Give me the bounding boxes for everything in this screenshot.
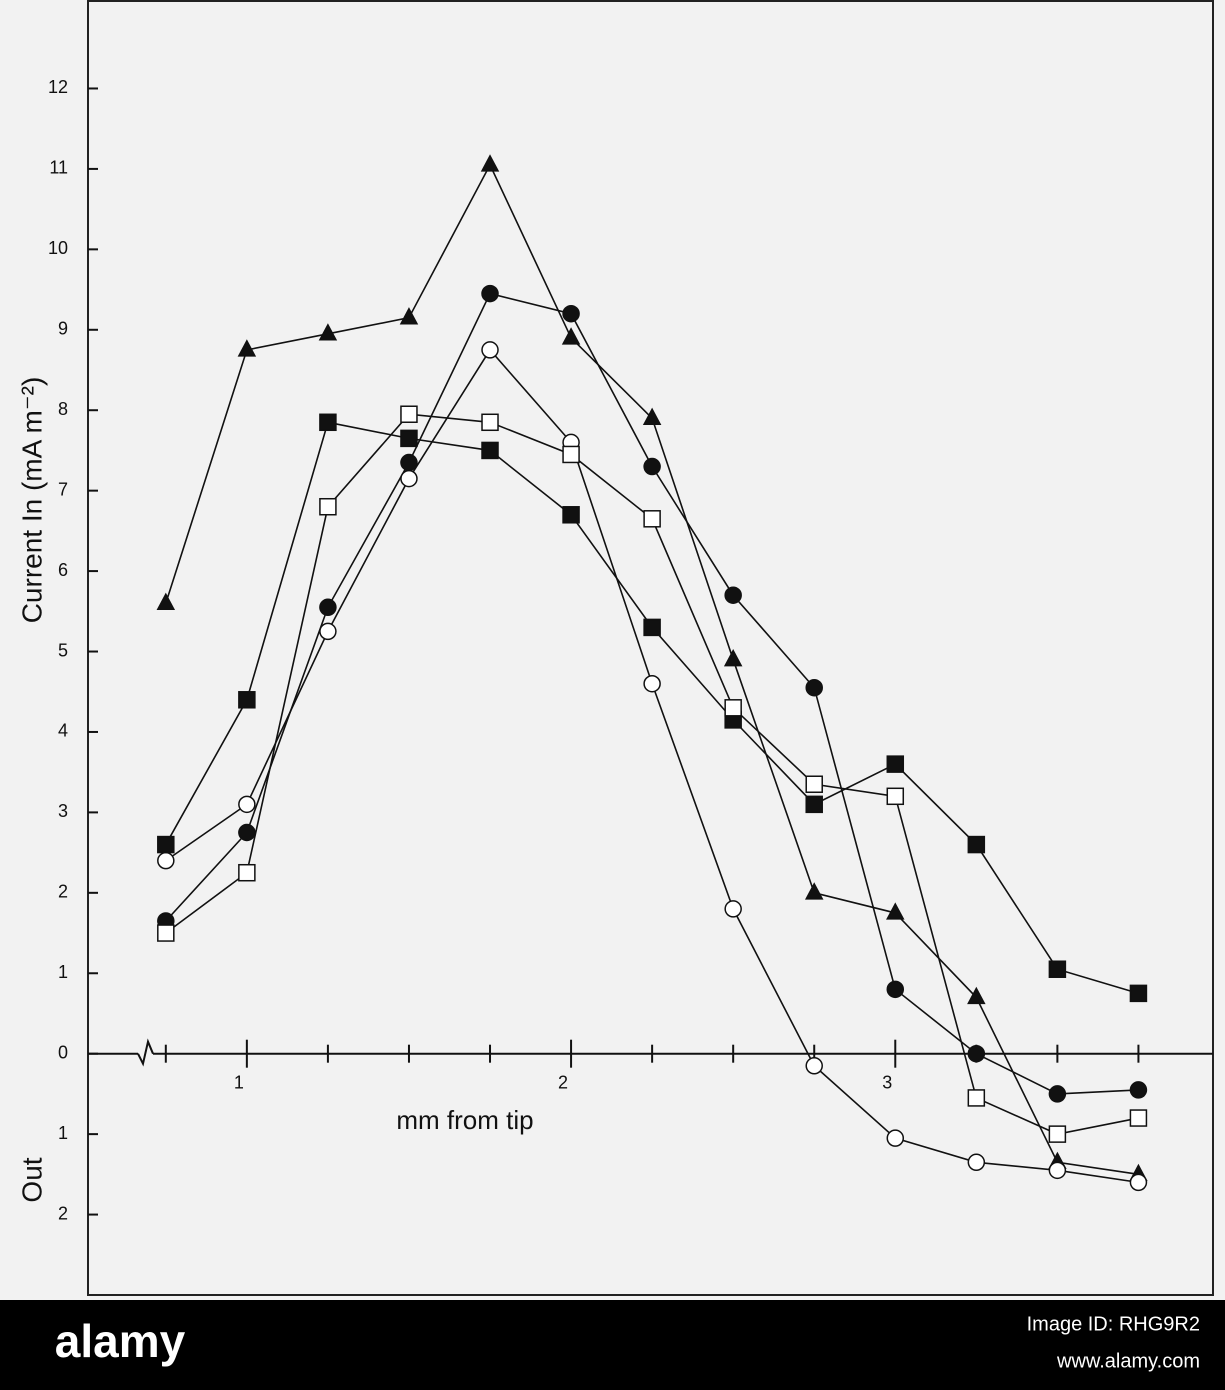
marker bbox=[400, 469, 418, 488]
marker bbox=[1048, 960, 1067, 978]
marker bbox=[238, 863, 256, 882]
y-tick-label: 6 bbox=[58, 560, 68, 580]
marker bbox=[238, 823, 256, 842]
y-tick-label: 4 bbox=[58, 721, 68, 741]
axis-break bbox=[137, 1038, 154, 1067]
x-tick-label: 3 bbox=[882, 1072, 892, 1092]
marker bbox=[157, 835, 175, 854]
y-tick-label: 1 bbox=[58, 962, 68, 982]
marker bbox=[157, 924, 175, 942]
brand: alamy bbox=[55, 1315, 186, 1367]
marker bbox=[1048, 1085, 1067, 1103]
marker bbox=[1129, 1173, 1148, 1192]
marker bbox=[481, 341, 499, 359]
y-tick-label: 8 bbox=[58, 399, 68, 419]
x-tick-label: 2 bbox=[558, 1072, 568, 1092]
y-tick-label: 10 bbox=[48, 238, 68, 258]
footer-bar bbox=[0, 1300, 1225, 1390]
marker bbox=[967, 1153, 986, 1172]
marker bbox=[318, 323, 338, 341]
y-tick-label: 9 bbox=[58, 319, 68, 339]
y-axis-label-out: Out bbox=[16, 1157, 47, 1202]
marker bbox=[400, 405, 418, 423]
marker bbox=[643, 674, 661, 693]
marker bbox=[1129, 1081, 1148, 1099]
marker bbox=[724, 900, 742, 918]
marker bbox=[723, 648, 743, 667]
y-tick-label: 2 bbox=[58, 1203, 68, 1223]
marker bbox=[967, 1089, 986, 1107]
marker bbox=[642, 407, 662, 426]
marker bbox=[886, 787, 905, 806]
marker bbox=[157, 851, 175, 870]
url: www.alamy.com bbox=[1056, 1350, 1200, 1372]
marker bbox=[643, 457, 661, 476]
marker bbox=[724, 699, 742, 717]
marker bbox=[319, 497, 337, 516]
marker bbox=[1129, 1109, 1148, 1127]
marker bbox=[156, 592, 176, 611]
marker bbox=[238, 795, 256, 814]
background bbox=[0, 0, 1225, 1300]
y-tick-label: 2 bbox=[58, 882, 68, 902]
marker bbox=[481, 413, 499, 432]
marker bbox=[400, 429, 418, 448]
marker bbox=[724, 586, 742, 604]
marker bbox=[319, 622, 337, 641]
marker bbox=[562, 506, 580, 524]
y-axis-label: Current In (mA m⁻²) bbox=[16, 377, 47, 624]
plot-frame bbox=[87, 0, 1214, 1296]
marker bbox=[399, 307, 419, 325]
marker bbox=[804, 882, 824, 900]
x-axis-label: mm from tip bbox=[396, 1105, 533, 1135]
marker bbox=[967, 986, 986, 1005]
y-tick-label: 12 bbox=[48, 77, 68, 97]
marker bbox=[481, 441, 499, 460]
x-tick-label: 1 bbox=[234, 1072, 244, 1092]
marker bbox=[643, 618, 661, 637]
y-tick-label: 0 bbox=[58, 1042, 68, 1062]
marker bbox=[1129, 984, 1148, 1003]
marker bbox=[967, 835, 986, 854]
y-tick-label: 3 bbox=[58, 801, 68, 821]
y-tick-label: 11 bbox=[49, 158, 68, 178]
marker bbox=[562, 445, 580, 464]
y-tick-label: 7 bbox=[58, 479, 68, 499]
marker bbox=[237, 339, 257, 357]
image-id: Image ID: RHG9R2 bbox=[1027, 1313, 1200, 1335]
marker bbox=[805, 775, 823, 793]
marker bbox=[319, 413, 337, 432]
y-tick-label: 1 bbox=[58, 1123, 68, 1143]
marker bbox=[886, 902, 905, 920]
marker bbox=[805, 1057, 823, 1075]
marker bbox=[481, 284, 499, 303]
marker bbox=[1048, 1125, 1067, 1143]
marker bbox=[561, 327, 581, 345]
marker bbox=[886, 980, 905, 999]
marker bbox=[643, 510, 661, 528]
marker bbox=[1048, 1161, 1067, 1180]
marker bbox=[400, 453, 418, 472]
y-tick-label: 5 bbox=[58, 640, 68, 660]
marker bbox=[805, 795, 823, 814]
marker bbox=[319, 598, 337, 617]
marker bbox=[967, 1044, 986, 1063]
marker bbox=[562, 304, 580, 323]
marker bbox=[480, 154, 500, 172]
marker bbox=[805, 678, 823, 697]
marker bbox=[886, 1129, 905, 1147]
marker bbox=[886, 755, 905, 773]
marker bbox=[238, 691, 256, 709]
